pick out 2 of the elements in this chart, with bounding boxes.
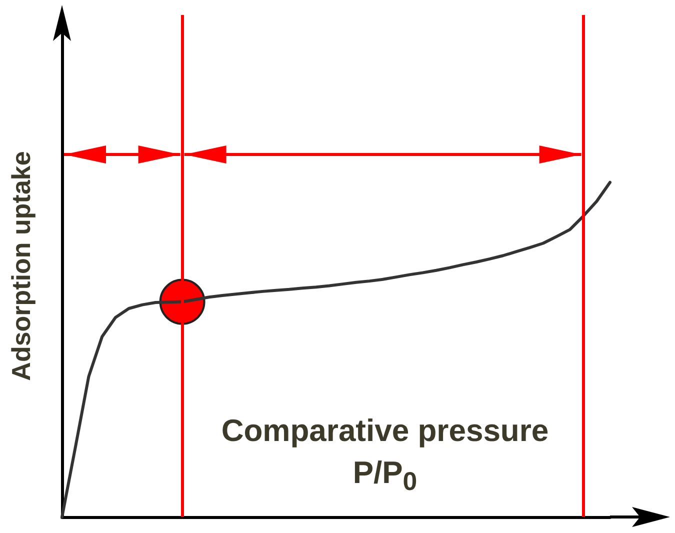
- x-axis-title: Comparative pressure P/P$_{0}$: [220, 412, 550, 498]
- y-axis-title: Adsorption uptake: [6, 151, 36, 381]
